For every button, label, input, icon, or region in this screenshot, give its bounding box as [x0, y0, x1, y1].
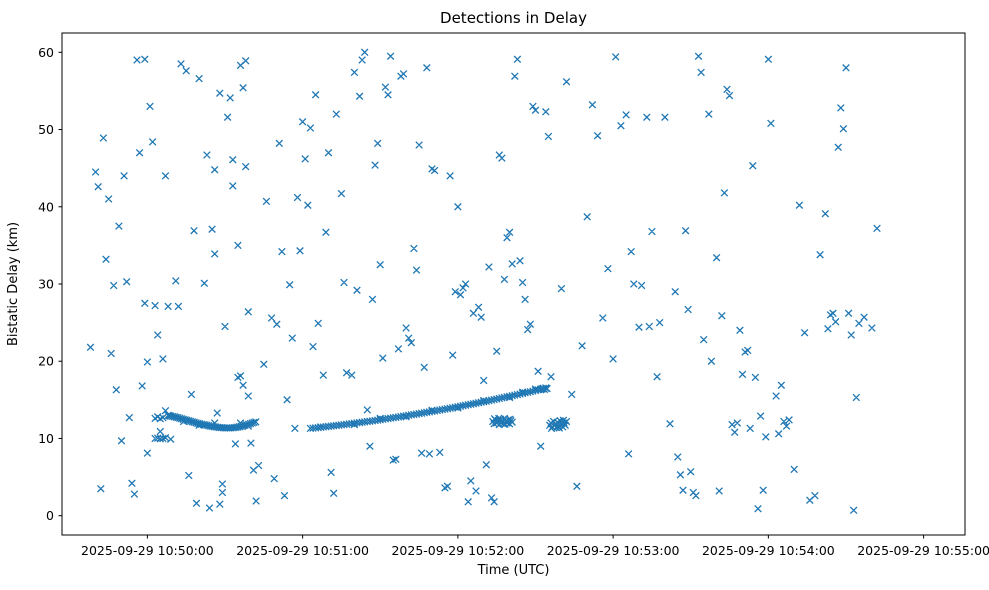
x-tick-label: 2025-09-29 10:53:00 — [547, 543, 680, 558]
detection-markers — [86, 48, 881, 515]
y-tick-label: 50 — [38, 122, 54, 137]
x-tick-label: 2025-09-29 10:52:00 — [391, 543, 524, 558]
y-tick-label: 60 — [38, 45, 54, 60]
y-tick-label: 20 — [38, 354, 54, 369]
y-tick-label: 0 — [46, 508, 54, 523]
x-tick-label: 2025-09-29 10:55:00 — [857, 543, 989, 558]
x-axis-label: Time (UTC) — [477, 563, 550, 578]
y-tick-label: 10 — [38, 431, 54, 446]
chart-title: Detections in Delay — [440, 9, 587, 27]
plot-area-border — [61, 32, 966, 536]
y-tick-label: 40 — [38, 199, 54, 214]
y-axis-ticks: 0 10 20 30 40 50 60 — [38, 45, 62, 523]
y-axis-label: Bistatic Delay (km) — [6, 222, 21, 346]
x-tick-label: 2025-09-29 10:50:00 — [81, 543, 214, 558]
x-axis-ticks: 2025-09-29 10:50:00 2025-09-29 10:51:00 20… — [81, 535, 989, 558]
y-tick-label: 30 — [38, 277, 54, 292]
x-tick-label: 2025-09-29 10:54:00 — [702, 543, 835, 558]
x-tick-label: 2025-09-29 10:51:00 — [236, 543, 369, 558]
